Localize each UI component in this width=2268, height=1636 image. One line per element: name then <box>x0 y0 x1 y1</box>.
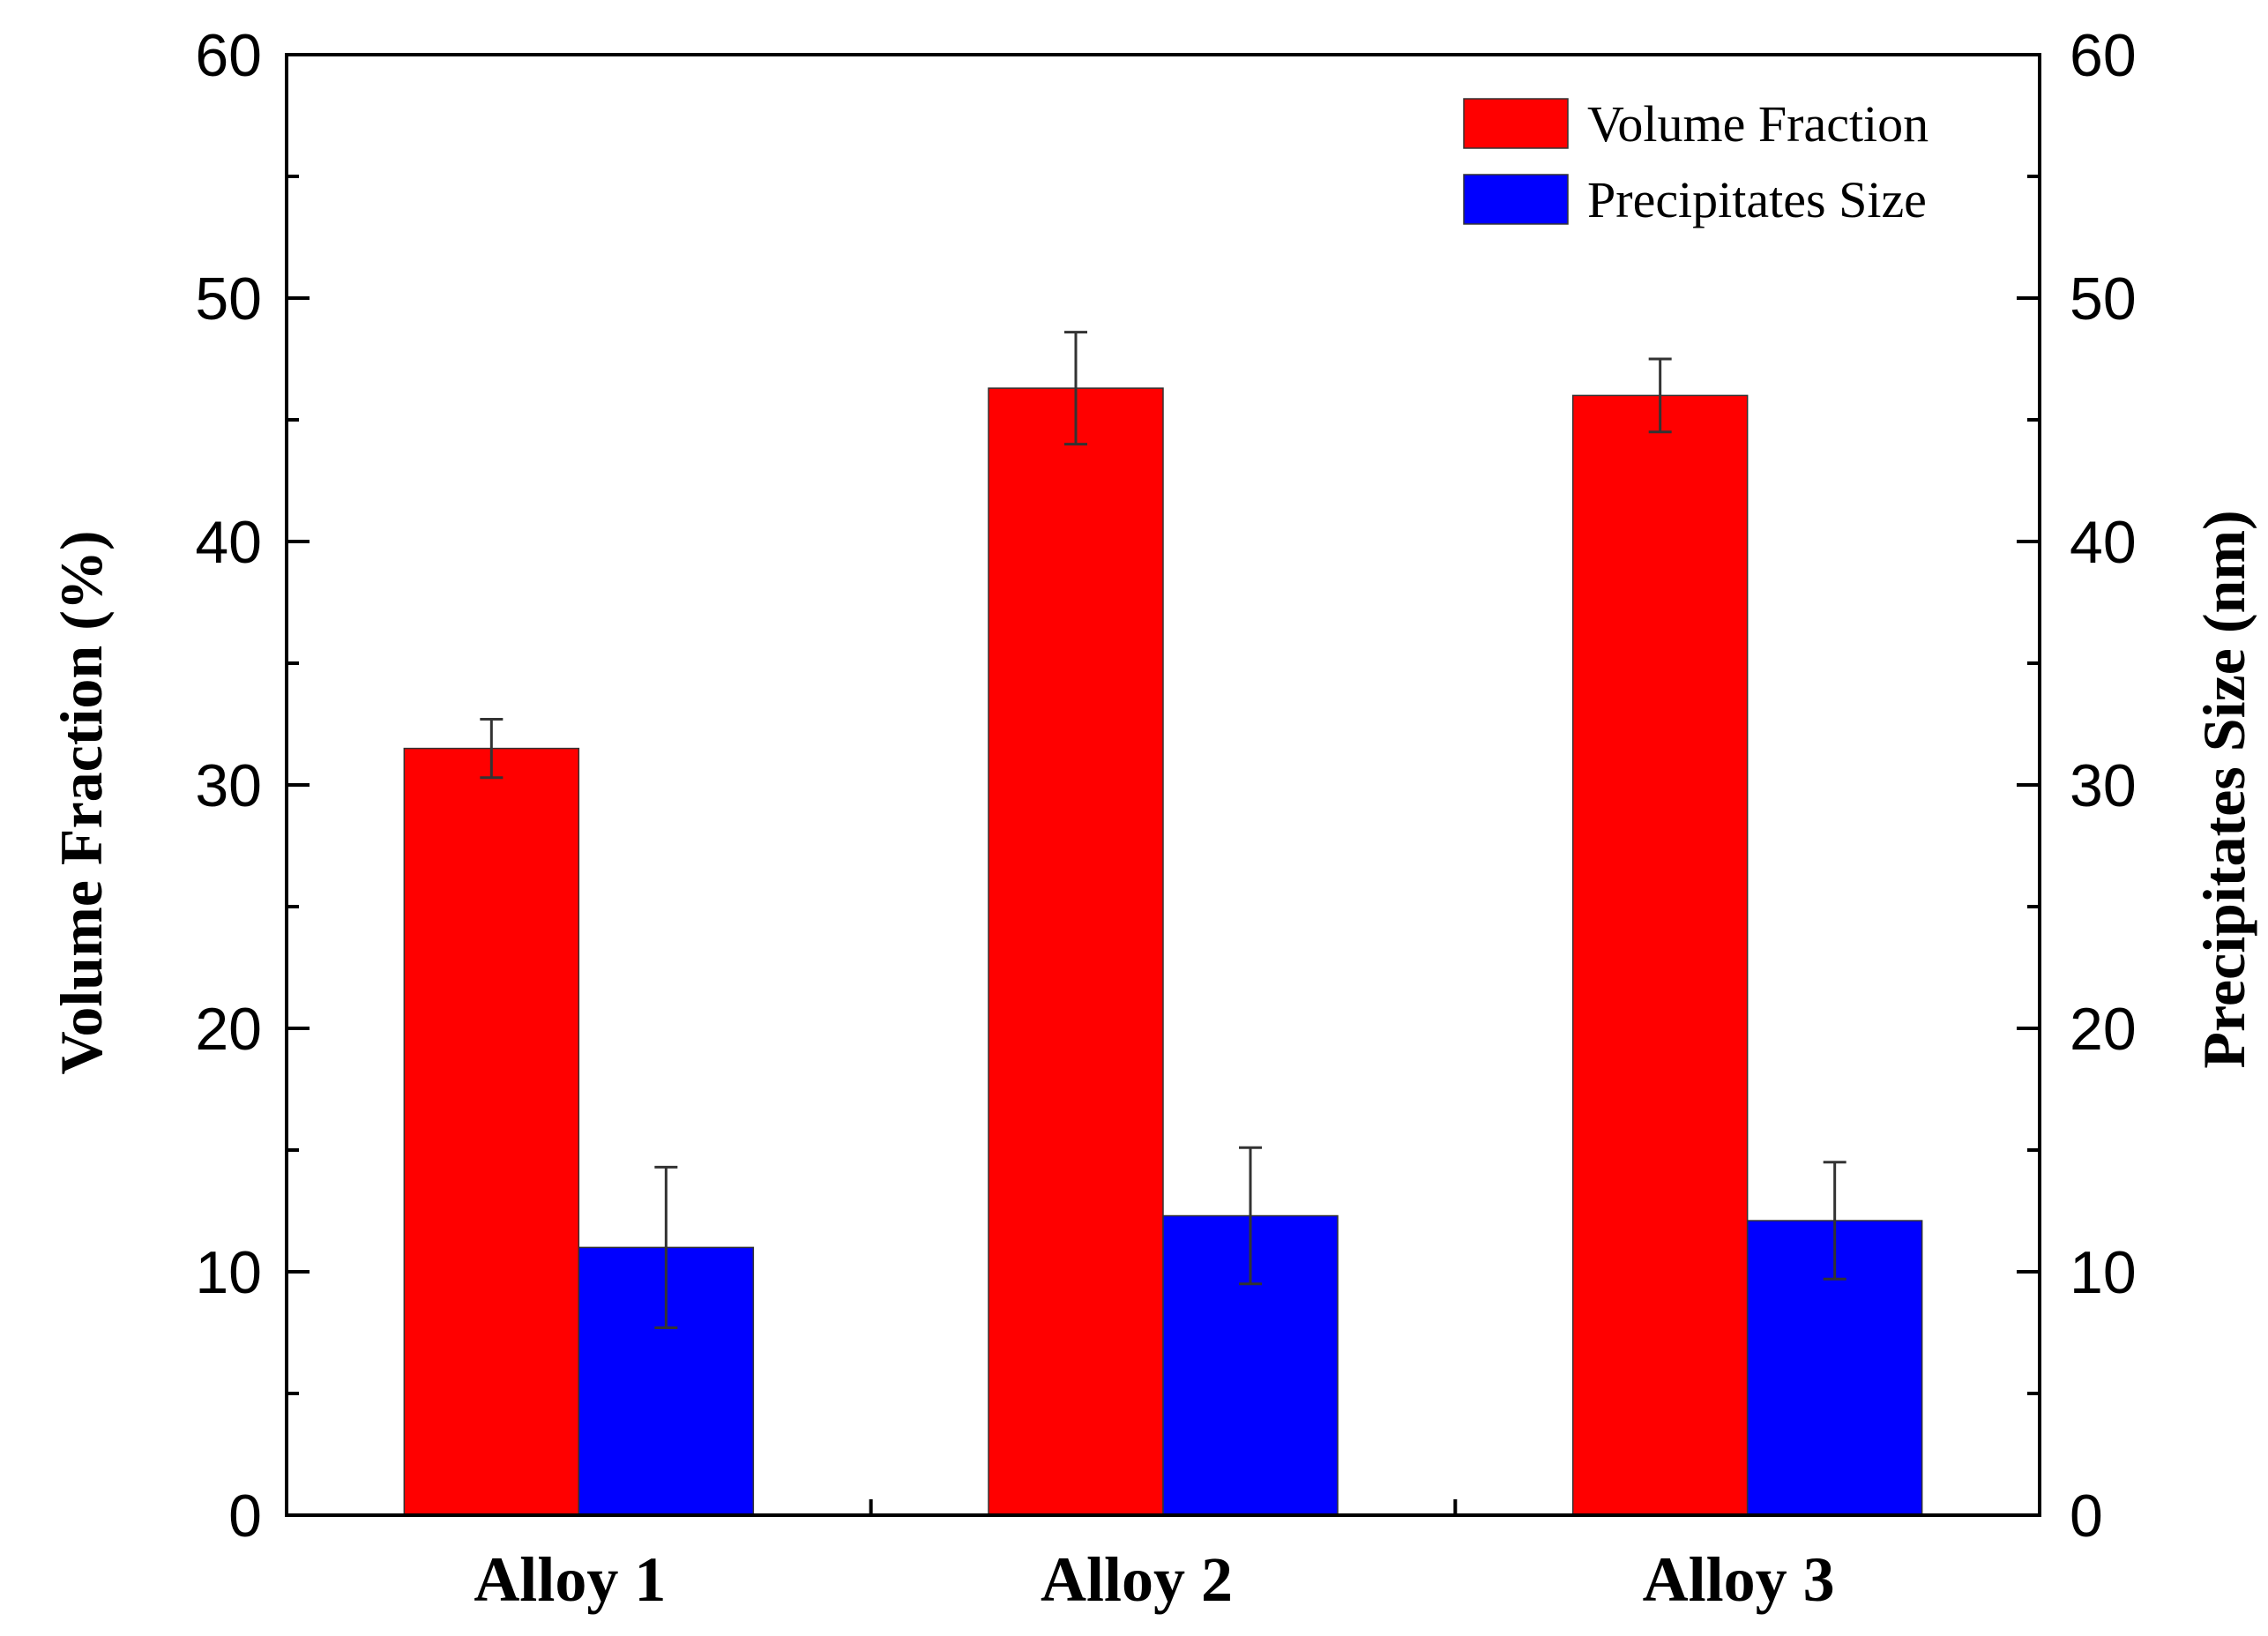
legend-label-precipitates-size: Precipitates Size <box>1587 171 1927 228</box>
bar-volume-fraction-1 <box>403 747 580 1516</box>
y-right-axis-title: Precipitates Size (nm) <box>2190 510 2257 1068</box>
legend-swatch-volume-fraction <box>1463 98 1569 149</box>
error-bar-precipitates-size-1 <box>654 1165 678 1329</box>
y-right-tick-label: 50 <box>2070 265 2137 332</box>
error-bar-precipitates-size-3 <box>1823 1161 1846 1281</box>
legend-swatch-precipitates-size <box>1463 174 1569 225</box>
category-label-1: Alloy 1 <box>474 1544 666 1615</box>
y-left-tick-label: 40 <box>195 509 262 576</box>
y-left-axis-title: Volume Fraction (%) <box>48 531 115 1075</box>
y-right-tick-label: 40 <box>2070 509 2137 576</box>
y-right-tick-label: 60 <box>2070 22 2137 89</box>
error-bar-volume-fraction-3 <box>1648 357 1672 434</box>
y-left-tick-label: 0 <box>228 1483 262 1550</box>
y-left-tick-label: 60 <box>195 22 262 89</box>
category-label-3: Alloy 3 <box>1643 1544 1835 1615</box>
y-right-tick-label: 10 <box>2070 1239 2137 1306</box>
y-left-tick-label: 50 <box>195 265 262 332</box>
y-right-tick-label: 0 <box>2070 1483 2103 1550</box>
y-left-tick-label: 10 <box>195 1239 262 1306</box>
y-left-tick-label: 20 <box>195 996 262 1063</box>
error-bar-volume-fraction-1 <box>480 717 504 780</box>
category-label-2: Alloy 2 <box>1041 1544 1233 1615</box>
y-right-tick-label: 20 <box>2070 996 2137 1063</box>
bar-volume-fraction-2 <box>988 387 1164 1516</box>
error-bar-precipitates-size-2 <box>1239 1146 1262 1286</box>
y-left-tick-label: 30 <box>195 752 262 819</box>
error-bar-volume-fraction-2 <box>1064 331 1087 446</box>
bar-volume-fraction-3 <box>1571 394 1749 1516</box>
y-right-tick-label: 30 <box>2070 752 2137 819</box>
legend-label-volume-fraction: Volume Fraction <box>1587 95 1929 153</box>
